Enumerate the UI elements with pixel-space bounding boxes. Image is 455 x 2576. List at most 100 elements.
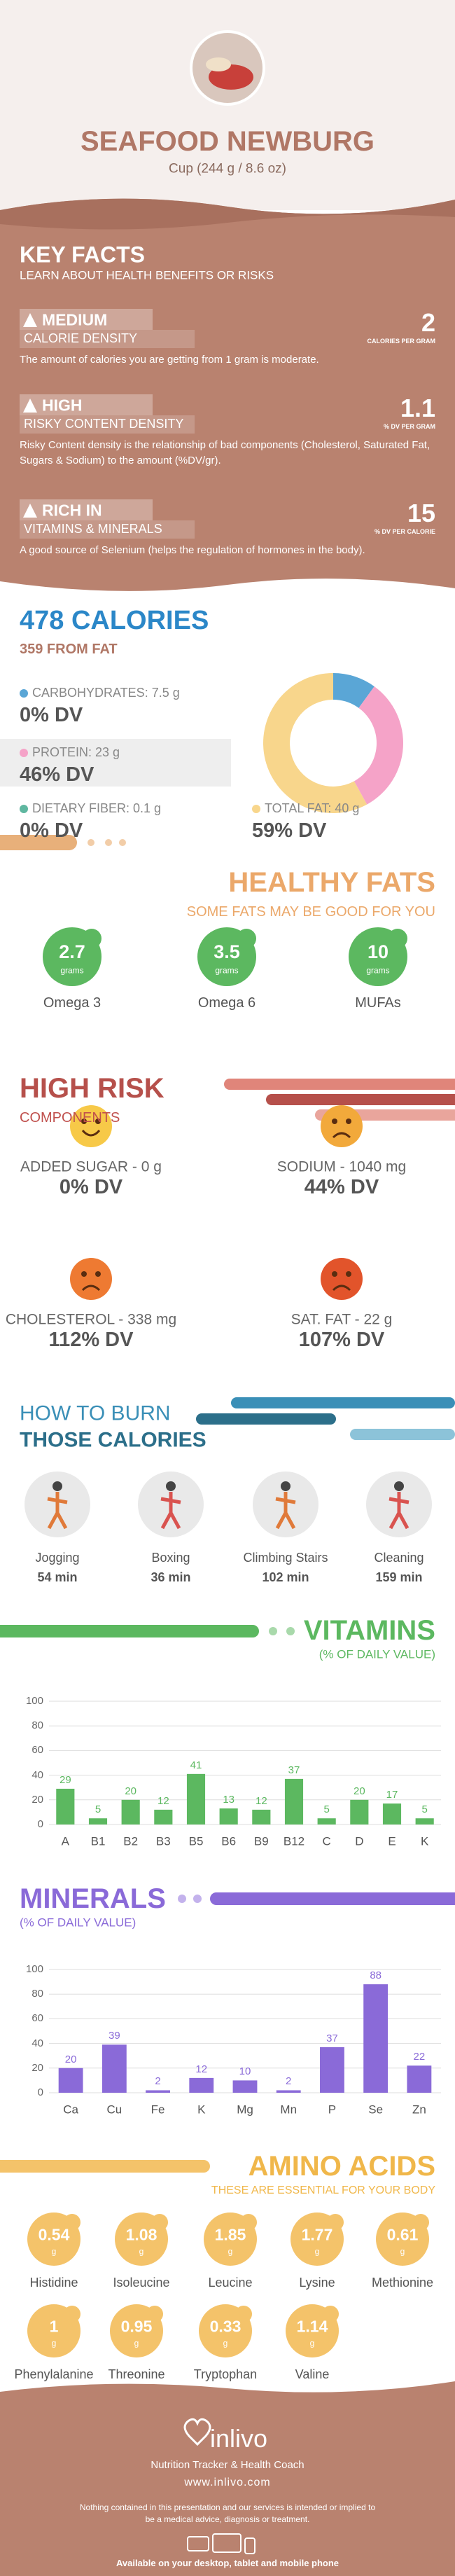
stripe xyxy=(0,2160,210,2173)
level: RICH IN xyxy=(42,501,102,520)
value-label: 5 xyxy=(421,1803,428,1815)
bar xyxy=(58,2068,83,2093)
label-box xyxy=(20,415,195,434)
donut-slice xyxy=(262,673,368,813)
x-tick-label: A xyxy=(61,1834,69,1848)
amino-value: 0.33 xyxy=(209,2317,241,2336)
x-tick-label: B6 xyxy=(221,1834,237,1848)
key-facts-bg xyxy=(0,198,455,591)
icon xyxy=(23,504,37,518)
fat-unit: grams xyxy=(60,965,84,976)
level: MEDIUM xyxy=(42,310,108,329)
y-tick-label: 100 xyxy=(25,1962,43,1975)
nutrient-label: PROTEIN: 23 g xyxy=(32,745,120,760)
x-tick-label: B12 xyxy=(283,1834,305,1848)
amino-name: Phenylalanine xyxy=(14,2367,94,2382)
x-tick-label: B5 xyxy=(188,1834,204,1848)
amino-name: Histidine xyxy=(29,2276,78,2290)
label: CALORIE DENSITY xyxy=(24,331,138,346)
bar xyxy=(121,1799,140,1824)
risk-dv: 44% DV xyxy=(304,1176,379,1199)
emoji-eye xyxy=(332,1119,337,1124)
x-tick-label: C xyxy=(322,1834,331,1848)
amino-name: Threonine xyxy=(108,2367,165,2382)
amino-name: Tryptophan xyxy=(193,2367,258,2382)
section-subtitle: THESE ARE ESSENTIAL FOR YOUR BODY xyxy=(211,2184,435,2197)
title: SEAFOOD NEWBURG xyxy=(80,126,374,157)
x-tick-label: B2 xyxy=(123,1834,139,1848)
value: 15 xyxy=(407,499,435,528)
x-tick-label: K xyxy=(197,2103,206,2117)
bar xyxy=(219,1808,238,1824)
y-tick-label: 20 xyxy=(31,2061,43,2074)
nutrient-dv: 0% DV xyxy=(20,819,83,843)
fat-unit: grams xyxy=(366,965,390,976)
stripe xyxy=(231,1397,455,1408)
y-tick-label: 0 xyxy=(37,2086,43,2098)
activity-name: Jogging xyxy=(35,1551,80,1565)
nutrient-label: DIETARY FIBER: 0.1 g xyxy=(32,801,162,816)
bubble xyxy=(286,2304,339,2357)
value-label: 20 xyxy=(353,1785,365,1797)
section-title: 478 CALORIES xyxy=(20,606,209,636)
section-subtitle: LEARN ABOUT HEALTH BENEFITS OR RISKS xyxy=(20,268,274,282)
bullet xyxy=(20,689,28,698)
dot xyxy=(105,839,112,846)
value-label: 17 xyxy=(386,1788,398,1801)
activity-time: 36 min xyxy=(150,1570,191,1585)
value-label: 2 xyxy=(286,2075,292,2088)
icon xyxy=(23,313,37,327)
value-label: 13 xyxy=(223,1793,234,1806)
x-tick-label: Fe xyxy=(150,2103,165,2117)
donut-slice xyxy=(354,686,403,805)
amino-value: 1.85 xyxy=(214,2225,246,2244)
amino-unit: g xyxy=(51,2246,57,2257)
dot xyxy=(119,839,126,846)
row-band xyxy=(0,739,231,787)
y-tick-label: 60 xyxy=(31,2012,43,2025)
x-tick-label: Zn xyxy=(412,2103,426,2117)
figure-body xyxy=(47,1492,68,1530)
value-label: 20 xyxy=(125,1785,136,1797)
risk-dv: 107% DV xyxy=(298,1329,385,1352)
amino-name: Lysine xyxy=(299,2276,335,2290)
activity-name: Boxing xyxy=(151,1551,190,1565)
nutrient-label: CARBOHYDRATES: 7.5 g xyxy=(32,686,180,700)
level-box xyxy=(20,499,153,520)
nutrient-dv: 46% DV xyxy=(20,763,94,787)
emoji xyxy=(70,1258,112,1300)
device-icon xyxy=(187,2536,209,2551)
value-label: 2 xyxy=(155,2075,161,2088)
amino-name: Isoleucine xyxy=(113,2276,170,2290)
bubble xyxy=(115,2213,168,2266)
amino-unit: g xyxy=(314,2246,320,2257)
emoji-mouth xyxy=(81,1284,101,1292)
value-label: 41 xyxy=(190,1759,202,1771)
risk-dv: 0% DV xyxy=(59,1176,123,1199)
section-title: THOSE CALORIES xyxy=(20,1428,206,1452)
emoji-eye xyxy=(95,1271,101,1277)
emoji xyxy=(70,1105,112,1147)
emoji-mouth xyxy=(332,1284,351,1292)
x-tick-label: B1 xyxy=(90,1834,106,1848)
amino-name: Valine xyxy=(295,2367,330,2382)
nutrient-dv: 59% DV xyxy=(252,819,327,843)
x-tick-label: P xyxy=(328,2103,337,2117)
bar xyxy=(284,1778,304,1824)
risk-dv: 112% DV xyxy=(48,1329,134,1352)
value: 2 xyxy=(421,308,435,338)
bullet xyxy=(252,805,260,813)
risk-label: SODIUM - 1040 mg xyxy=(276,1158,407,1175)
amino-unit: g xyxy=(227,2246,233,2257)
section-subtitle: 359 FROM FAT xyxy=(20,642,118,657)
bar xyxy=(276,2090,301,2093)
stripe xyxy=(224,1079,455,1090)
emoji-eye xyxy=(81,1119,87,1124)
bar xyxy=(363,1984,388,2093)
value-label: 37 xyxy=(326,2032,338,2044)
chart-title: VITAMINS xyxy=(303,1615,435,1646)
bar xyxy=(186,1773,206,1824)
bar xyxy=(146,2090,170,2093)
bubble xyxy=(349,927,407,986)
section-title: HIGH RISK xyxy=(20,1073,164,1104)
